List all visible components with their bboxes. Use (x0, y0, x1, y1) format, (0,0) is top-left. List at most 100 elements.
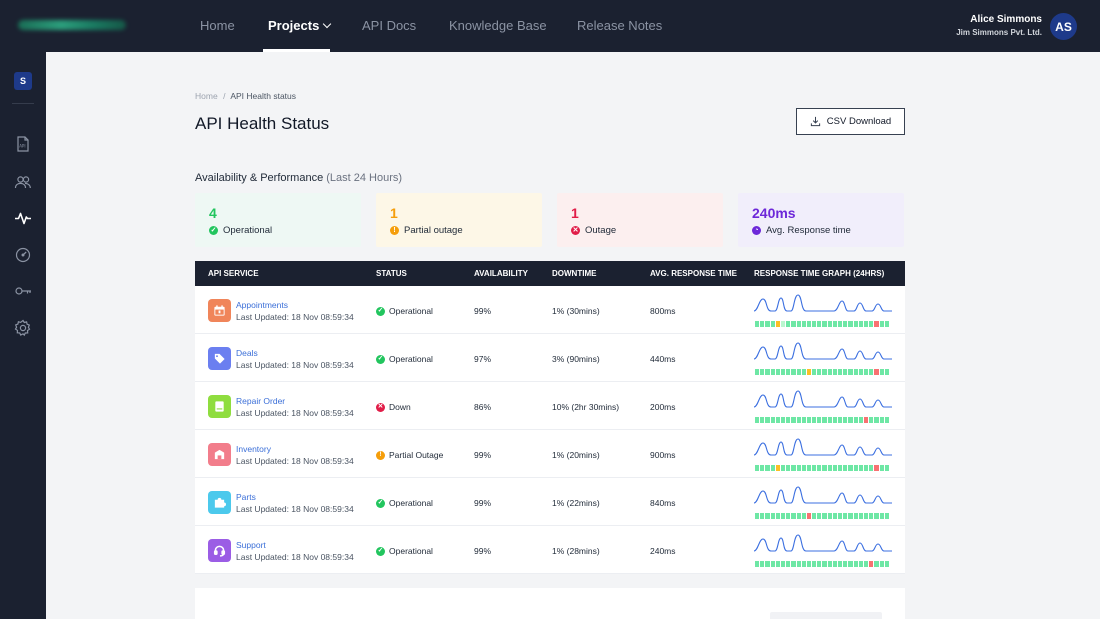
section-title: Availability & Performance (Last 24 Hour… (195, 172, 402, 184)
uptime-bar (786, 321, 791, 327)
uptime-bar (786, 417, 791, 423)
secondary-panel-control[interactable] (770, 612, 882, 619)
breadcrumb-home[interactable]: Home (195, 91, 218, 101)
speedometer-icon[interactable] (14, 246, 32, 264)
uptime-bar (884, 321, 889, 327)
uptime-bar (827, 513, 832, 519)
uptime-bar (838, 417, 843, 423)
summary-card-outage: 1 ✕ Outage (557, 193, 723, 247)
nav-knowledge-base[interactable]: Knowledge Base (449, 18, 547, 33)
service-name-link[interactable]: Inventory (236, 444, 271, 454)
uptime-bar (858, 465, 863, 471)
last-updated: Last Updated: 18 Nov 08:59:34 (236, 504, 354, 514)
service-name-link[interactable]: Appointments (236, 300, 288, 310)
uptime-bar (775, 417, 780, 423)
uptime-bar (817, 513, 822, 519)
uptime-bar (796, 513, 801, 519)
nav-home[interactable]: Home (200, 18, 235, 33)
activity-icon[interactable] (14, 209, 32, 227)
users-icon[interactable] (14, 173, 32, 191)
uptime-bar (765, 561, 770, 567)
status-cell: ✓ Operational (376, 546, 433, 556)
uptime-bar (760, 417, 765, 423)
avg-response-cell: 240ms (650, 546, 676, 556)
uptime-bar (796, 369, 801, 375)
csv-download-button[interactable]: CSV Download (796, 108, 905, 135)
service-name-link[interactable]: Repair Order (236, 396, 286, 406)
avatar[interactable]: AS (1050, 13, 1077, 40)
uptime-bar (765, 369, 770, 375)
uptime-bar (848, 369, 853, 375)
uptime-bar (843, 369, 848, 375)
uptime-bar (827, 561, 832, 567)
nav-projects[interactable]: Projects (268, 18, 332, 33)
uptime-bar (765, 465, 770, 471)
table-row[interactable]: Parts Last Updated: 18 Nov 08:59:34 ✓ Op… (195, 478, 905, 526)
status-cell: ✓ Operational (376, 498, 433, 508)
uptime-bar (869, 369, 874, 375)
uptime-bar (775, 321, 780, 327)
uptime-bar (817, 417, 822, 423)
col-response-graph: RESPONSE TIME GRAPH (24HRS) (754, 269, 885, 278)
table-row[interactable]: Support Last Updated: 18 Nov 08:59:34 ✓ … (195, 526, 905, 574)
uptime-bar (791, 417, 796, 423)
uptime-bar (822, 561, 827, 567)
top-navbar: Home Projects API Docs Knowledge Base Re… (0, 0, 1100, 52)
uptime-bar (801, 465, 806, 471)
uptime-bars (755, 321, 889, 327)
last-updated: Last Updated: 18 Nov 08:59:34 (236, 360, 354, 370)
brand-logo[interactable] (18, 20, 126, 30)
user-organization: Jim Simmons Pvt. Ltd. (956, 28, 1042, 37)
uptime-bar (858, 513, 863, 519)
uptime-bar (884, 417, 889, 423)
uptime-bar (786, 513, 791, 519)
tag-icon (208, 347, 231, 370)
nav-release-notes[interactable]: Release Notes (577, 18, 663, 33)
card-label: Partial outage (404, 225, 463, 236)
uptime-bars (755, 561, 889, 567)
uptime-bars (755, 465, 889, 471)
calendar-icon (208, 299, 231, 322)
table-row[interactable]: Appointments Last Updated: 18 Nov 08:59:… (195, 286, 905, 334)
last-updated: Last Updated: 18 Nov 08:59:34 (236, 456, 354, 466)
breadcrumb: Home / API Health status (195, 91, 296, 101)
uptime-bar (796, 465, 801, 471)
service-name-link[interactable]: Deals (236, 348, 258, 358)
uptime-bar (770, 369, 775, 375)
table-row[interactable]: Repair Order Last Updated: 18 Nov 08:59:… (195, 382, 905, 430)
uptime-bar (770, 417, 775, 423)
uptime-bar (832, 513, 837, 519)
uptime-bar (780, 561, 786, 567)
service-name-link[interactable]: Support (236, 540, 266, 550)
user-name[interactable]: Alice Simmons (970, 14, 1042, 25)
nav-projects-label: Projects (268, 18, 320, 33)
uptime-bar (853, 417, 858, 423)
table-header: API SERVICE STATUS AVAILABILITY DOWNTIME… (195, 261, 905, 286)
uptime-bars (755, 417, 889, 423)
uptime-bar (770, 465, 775, 471)
status-label: Operational (389, 546, 433, 556)
workspace-badge[interactable]: S (14, 72, 32, 90)
api-doc-icon[interactable]: API (14, 135, 32, 153)
uptime-bar (879, 417, 884, 423)
uptime-bar (853, 321, 858, 327)
puzzle-icon (208, 491, 231, 514)
uptime-bar (755, 369, 760, 375)
uptime-bar (858, 561, 863, 567)
uptime-bar (796, 417, 801, 423)
uptime-bar (760, 321, 765, 327)
service-name-link[interactable]: Parts (236, 492, 256, 502)
uptime-bar (843, 513, 848, 519)
uptime-bar (817, 369, 822, 375)
uptime-bar (755, 321, 760, 327)
uptime-bar (760, 369, 765, 375)
card-value: 4 (209, 205, 217, 221)
table-row[interactable]: Deals Last Updated: 18 Nov 08:59:34 ✓ Op… (195, 334, 905, 382)
settings-icon[interactable] (14, 319, 32, 337)
uptime-bar (801, 561, 806, 567)
nav-api-docs[interactable]: API Docs (362, 18, 417, 33)
key-icon[interactable] (14, 282, 32, 300)
table-row[interactable]: Inventory Last Updated: 18 Nov 08:59:34 … (195, 430, 905, 478)
uptime-bar (853, 465, 858, 471)
uptime-bar (879, 465, 884, 471)
